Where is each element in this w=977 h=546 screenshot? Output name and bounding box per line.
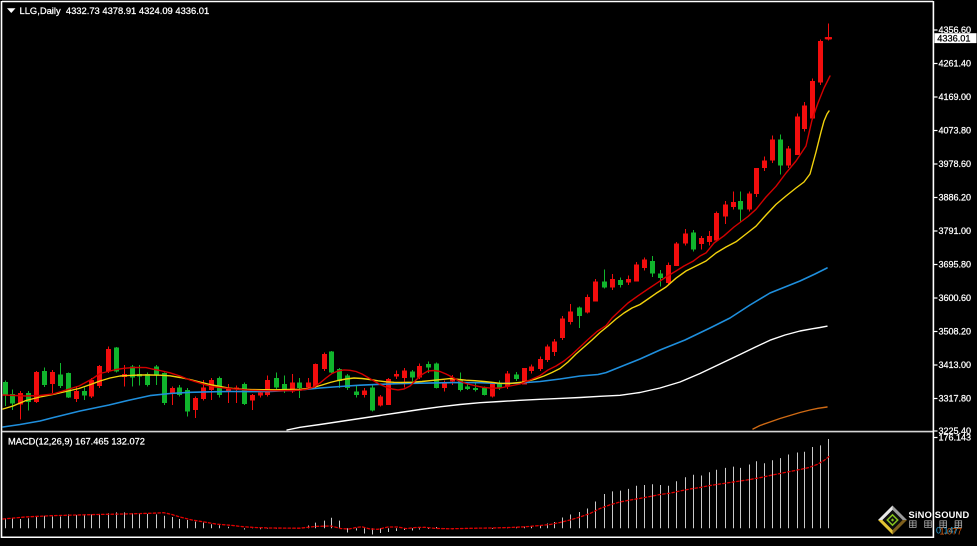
svg-text:LLG,Daily 4332.73 4378.91 432: LLG,Daily 4332.73 4378.91 4324.09 4336.0… xyxy=(20,5,210,16)
svg-text:3886.20: 3886.20 xyxy=(939,193,972,203)
svg-text:3508.20: 3508.20 xyxy=(939,327,972,337)
svg-text:3317.80: 3317.80 xyxy=(939,394,972,404)
svg-text:176.143: 176.143 xyxy=(939,433,972,443)
svg-text:3413.00: 3413.00 xyxy=(939,360,972,370)
svg-text:3978.60: 3978.60 xyxy=(939,159,972,169)
svg-text:4169.00: 4169.00 xyxy=(939,92,972,102)
svg-text:3791.00: 3791.00 xyxy=(939,226,972,236)
svg-text:1.077: 1.077 xyxy=(940,526,963,536)
svg-text:3225.40: 3225.40 xyxy=(939,426,972,436)
svg-text:SiNO SOUND: SiNO SOUND xyxy=(909,510,970,520)
svg-text:3695.80: 3695.80 xyxy=(939,260,972,270)
svg-text:0.147: 0.147 xyxy=(936,526,959,536)
svg-text:4261.40: 4261.40 xyxy=(939,59,972,69)
svg-text:4336.01: 4336.01 xyxy=(937,34,970,44)
svg-text:4073.80: 4073.80 xyxy=(939,126,972,136)
svg-text:4356.60: 4356.60 xyxy=(939,25,972,35)
svg-text:MACD(12,26,9) 167.465 132.072: MACD(12,26,9) 167.465 132.072 xyxy=(8,436,145,446)
svg-text:3600.60: 3600.60 xyxy=(939,293,972,303)
